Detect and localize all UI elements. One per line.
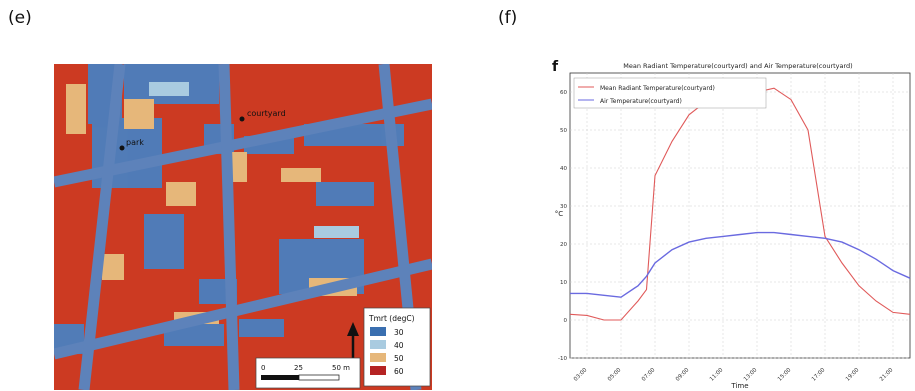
y-tick-label: 40 bbox=[560, 166, 567, 172]
y-tick-label: 30 bbox=[560, 204, 567, 210]
legend-swatch-30 bbox=[370, 327, 386, 336]
x-tick-label: 09:00 bbox=[675, 367, 691, 383]
legend-value-60: 60 bbox=[394, 367, 404, 376]
x-tick-label: 19:00 bbox=[845, 367, 861, 383]
point-courtyard: courtyard bbox=[239, 109, 286, 122]
legend-label-air: Air Temperature(courtyard) bbox=[600, 98, 682, 105]
y-tick-label: 20 bbox=[560, 242, 567, 248]
legend-swatch-50 bbox=[370, 353, 386, 362]
map-legend: Tmrt (degC) 30 40 50 60 bbox=[363, 307, 431, 387]
x-tick-label: 07:00 bbox=[641, 367, 657, 383]
x-tick-label: 03:00 bbox=[573, 367, 589, 383]
scale-label-50: 50 m bbox=[332, 364, 350, 372]
y-axis-ticks: -10 0 10 20 30 40 50 60 bbox=[558, 90, 567, 362]
scale-label-25: 25 bbox=[294, 364, 303, 372]
x-axis-label: Time bbox=[730, 382, 748, 390]
panel-label-f: (f) bbox=[498, 8, 518, 28]
x-tick-label: 13:00 bbox=[743, 367, 759, 383]
park-label: park bbox=[126, 138, 144, 147]
scale-segment-light bbox=[298, 374, 340, 381]
chart-title: Mean Radiant Temperature(courtyard) and … bbox=[623, 62, 852, 70]
legend-value-50: 50 bbox=[394, 354, 404, 363]
y-tick-label: 50 bbox=[560, 128, 567, 134]
y-tick-label: 60 bbox=[560, 90, 567, 96]
scale-box bbox=[255, 357, 361, 389]
scale-bar: 0 25 50 m bbox=[255, 357, 361, 389]
roads bbox=[54, 64, 432, 390]
scale-label-0: 0 bbox=[261, 364, 265, 372]
y-axis-label: °C bbox=[555, 210, 564, 218]
scale-segment-dark bbox=[261, 375, 299, 380]
chart-legend-box bbox=[573, 77, 767, 109]
panel-label-e: (e) bbox=[8, 8, 32, 28]
legend-title: Tmrt (degC) bbox=[368, 314, 415, 323]
legend-label-mrt: Mean Radiant Temperature(courtyard) bbox=[600, 85, 715, 92]
courtyard-marker bbox=[239, 116, 245, 122]
thermal-map: courtyard park Tmrt (degC) 30 40 50 60 0 25… bbox=[54, 64, 432, 390]
x-tick-label: 05:00 bbox=[607, 367, 623, 383]
y-tick-label: -10 bbox=[558, 356, 567, 362]
chart-panel-letter: f bbox=[552, 59, 559, 75]
legend-value-30: 30 bbox=[394, 328, 404, 337]
y-tick-label: 10 bbox=[560, 280, 567, 286]
mild-areas bbox=[149, 82, 359, 238]
chart-legend: Mean Radiant Temperature(courtyard) Air … bbox=[573, 77, 767, 109]
legend-items: 30 40 50 60 bbox=[370, 327, 404, 376]
courtyard-label: courtyard bbox=[247, 109, 286, 118]
point-park: park bbox=[119, 138, 144, 151]
temperature-chart: f Mean Radiant Temperature(courtyard) an… bbox=[552, 59, 911, 390]
x-tick-label: 11:00 bbox=[709, 367, 725, 383]
series-line-air bbox=[570, 231, 911, 298]
y-tick-label: 0 bbox=[564, 318, 568, 324]
x-tick-label: 17:00 bbox=[811, 367, 827, 383]
x-axis-ticks: 03:00 05:00 07:00 09:00 11:00 13:00 15:00 17:00… bbox=[573, 367, 895, 383]
legend-swatch-40 bbox=[370, 340, 386, 349]
legend-swatch-60 bbox=[370, 366, 386, 375]
legend-value-40: 40 bbox=[394, 341, 404, 350]
x-tick-label: 15:00 bbox=[777, 367, 793, 383]
park-marker bbox=[119, 145, 125, 151]
x-tick-label: 21:00 bbox=[879, 367, 895, 383]
plot-area bbox=[569, 72, 911, 359]
